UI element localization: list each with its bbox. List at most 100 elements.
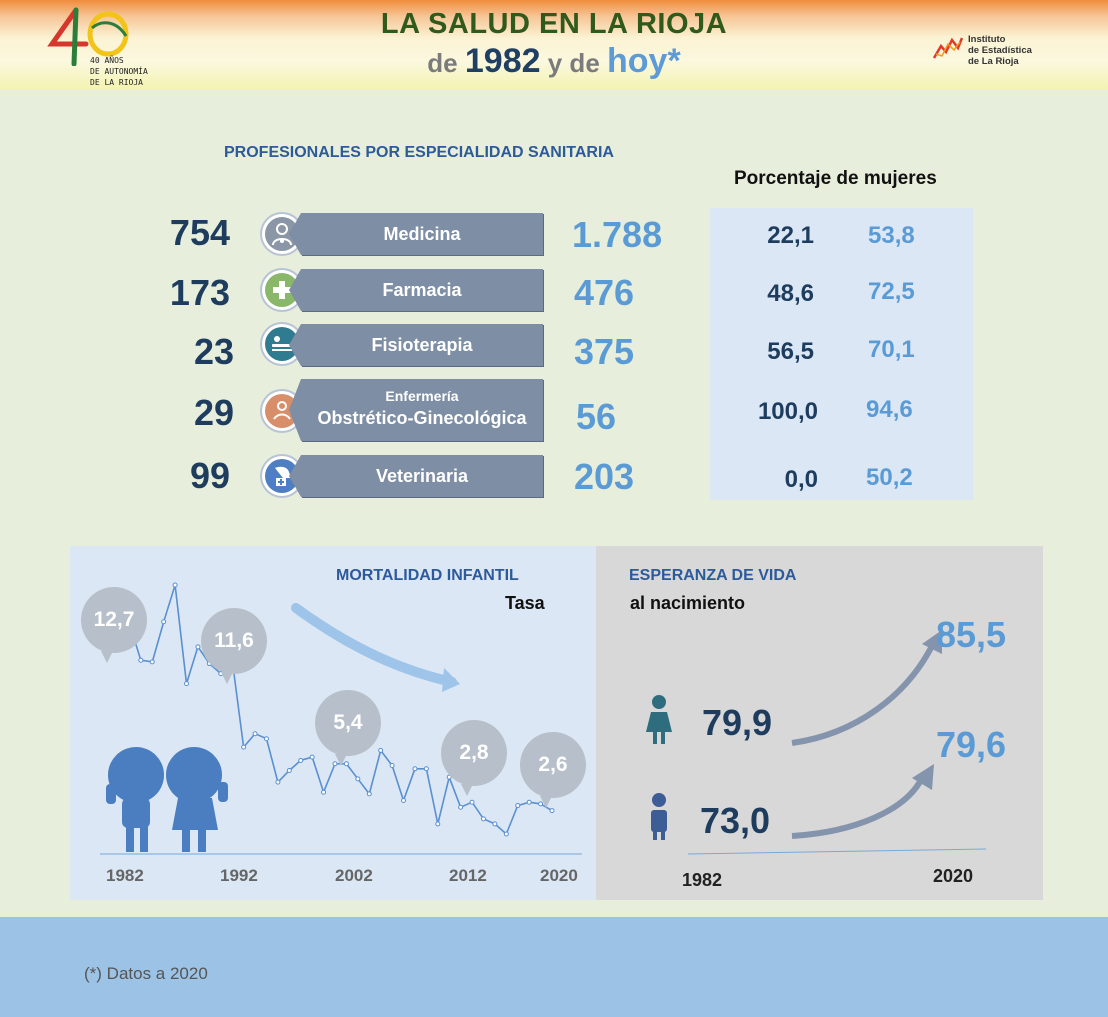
women-1982-veterinaria: 0,0: [784, 466, 818, 493]
women-now-medicina: 53,8: [868, 222, 915, 249]
life-x-axis-line: [687, 848, 987, 855]
header-banner: [0, 0, 1108, 90]
mortality-point: [412, 766, 418, 772]
man-icon: [651, 793, 667, 840]
x-tick-2012: 2012: [449, 866, 487, 885]
value-now-veterinaria: 203: [574, 456, 635, 497]
institute-chart-icon: [932, 37, 964, 59]
women-1982-life-expectancy: 79,9: [702, 702, 773, 743]
woman-icon: [646, 695, 672, 744]
men-arrow-head: [912, 764, 934, 790]
subtitle-y-de: y de: [547, 48, 600, 78]
women-now-fisioterapia: 70,1: [868, 336, 915, 363]
mortality-point: [161, 619, 167, 625]
mortality-point: [435, 821, 441, 827]
women-1982-enfermeria: 100,0: [757, 398, 818, 425]
mortality-point: [252, 731, 258, 737]
callout-1992: 11,6: [201, 608, 267, 684]
mortality-point: [355, 776, 361, 782]
mortality-point: [480, 816, 486, 822]
mortality-point: [321, 789, 327, 795]
mortality-point: [378, 747, 384, 753]
life-expectancy-graphic: [646, 630, 987, 855]
mortality-point: [275, 779, 281, 785]
women-now-farmacia: 72,5: [868, 278, 915, 305]
women-increase-arrow: [791, 644, 935, 746]
women-now-veterinaria: 50,2: [866, 464, 913, 491]
women-now-enfermeria: 94,6: [866, 396, 913, 423]
mortality-point: [309, 754, 315, 760]
value-1982-fisioterapia: 23: [193, 331, 234, 372]
mortality-point: [492, 821, 498, 827]
institute-logo: Instituto de Estadística de La Rioja: [932, 34, 1052, 74]
label-fisioterapia-text: Fisioterapia: [371, 335, 473, 355]
mortality-point: [401, 798, 407, 804]
value-1982-enfermeria: 29: [193, 392, 234, 433]
women-percentage-title: Porcentaje de mujeres: [734, 168, 937, 189]
value-1982-farmacia: 173: [169, 272, 230, 313]
footnote: (*) Datos a 2020: [84, 964, 208, 983]
page-title: LA SALUD EN LA RIOJA: [380, 8, 728, 40]
infant-mortality-title: MORTALIDAD INFANTIL: [336, 567, 519, 584]
logo-caption: 40 AÑOS DE AUTONOMÍA DE LA RIOJA: [90, 56, 148, 87]
x-tick-1982: 1982: [106, 866, 144, 885]
infant-mortality-subtitle: Tasa: [505, 593, 545, 613]
mortality-point: [366, 791, 372, 797]
mortality-point: [195, 644, 201, 650]
value-now-medicina: 1.788: [572, 214, 663, 255]
footer-band: [0, 917, 1108, 1017]
mortality-point: [503, 831, 509, 837]
women-1982-fisioterapia: 56,5: [767, 338, 814, 365]
mortality-point: [138, 657, 144, 663]
life-expectancy-subtitle: al nacimiento: [630, 593, 746, 613]
life-expectancy-title: ESPERANZA DE VIDA: [629, 567, 797, 584]
children-silhouette-icon: [106, 747, 228, 852]
life-expectancy-panel: [596, 546, 1043, 900]
value-now-enfermeria: 56: [576, 396, 617, 437]
women-1982-farmacia: 48,6: [767, 280, 814, 307]
callout-2020: 2,6: [520, 732, 586, 808]
trend-arrow-head: [442, 668, 460, 692]
page-subtitle: de 1982 y de hoy*: [0, 42, 1108, 81]
label-veterinaria: Veterinaria: [289, 455, 543, 497]
mortality-point: [241, 744, 247, 750]
mortality-point: [286, 767, 292, 773]
mortality-point: [389, 762, 395, 768]
mortality-point: [298, 757, 304, 763]
40-logo-graphic: [47, 7, 129, 67]
value-1982-medicina: 754: [169, 212, 230, 253]
professionals-section-title: PROFESIONALES POR ESPECIALIDAD SANITARIA: [224, 144, 614, 161]
label-farmacia: Farmacia: [289, 269, 543, 311]
callout-2002: 5,4: [315, 690, 381, 766]
callout-1982: 12,7: [81, 587, 147, 663]
label-medicina-text: Medicina: [383, 224, 461, 244]
mortality-point: [458, 804, 464, 810]
subtitle-hoy: hoy*: [607, 42, 681, 80]
life-x-tick-2020: 2020: [933, 866, 974, 886]
value-now-fisioterapia: 375: [574, 331, 635, 372]
label-fisioterapia: Fisioterapia: [289, 324, 543, 366]
mortality-point: [149, 659, 155, 665]
men-1982-life-expectancy: 73,0: [700, 800, 771, 841]
label-farmacia-text: Farmacia: [382, 280, 462, 300]
callout-2012: 2,8: [441, 720, 507, 796]
40-years-autonomy-logo: 40 AÑOS DE AUTONOMÍA DE LA RIOJA: [46, 6, 166, 87]
label-enfermeria-text: Obstrético-Ginecológica: [317, 408, 527, 428]
mortality-point: [184, 681, 190, 687]
women-1982-medicina: 22,1: [767, 222, 814, 249]
label-medicina: Medicina: [289, 213, 543, 255]
subtitle-de: de: [427, 48, 458, 78]
men-increase-arrow: [791, 776, 925, 839]
label-veterinaria-text: Veterinaria: [375, 466, 469, 486]
mortality-point: [263, 736, 269, 742]
x-tick-2002: 2002: [335, 866, 373, 885]
x-tick-2020: 2020: [540, 866, 578, 885]
men-2020-life-expectancy: 79,6: [936, 724, 1007, 765]
women-arrow-head: [922, 630, 942, 654]
mortality-point: [172, 582, 178, 588]
women-2020-life-expectancy: 85,5: [936, 614, 1007, 655]
downward-trend-arrow: [291, 603, 457, 687]
x-tick-1992: 1992: [220, 866, 258, 885]
mortality-point: [526, 799, 532, 805]
life-x-tick-1982: 1982: [682, 870, 723, 890]
